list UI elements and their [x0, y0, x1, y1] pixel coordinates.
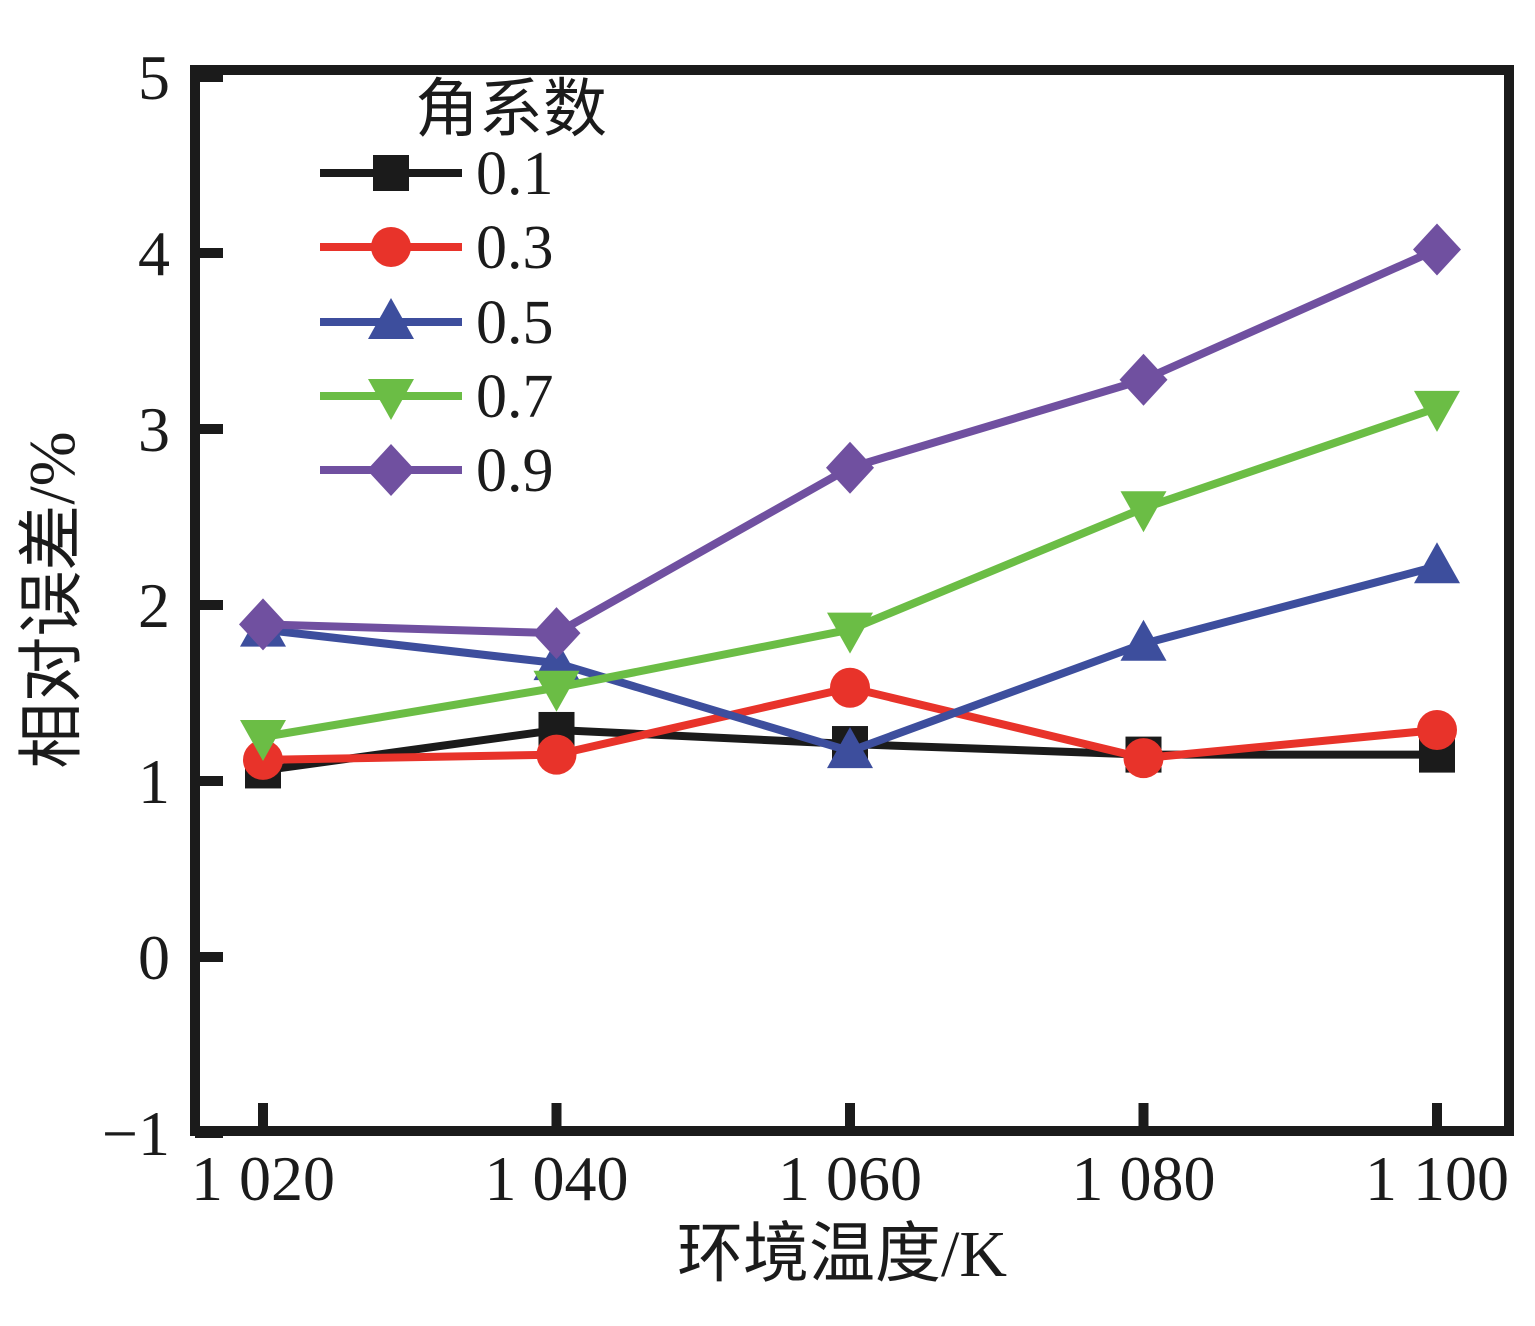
x-tick-label: 1 020	[191, 1143, 335, 1214]
legend-item-0.9: 0.9	[320, 437, 554, 505]
legend-label: 0.7	[476, 363, 554, 431]
series-0.3	[243, 667, 1457, 780]
circle-legend-marker	[371, 227, 411, 267]
circle-data-point-marker	[536, 734, 577, 775]
x-tick-label: 1 040	[485, 1143, 629, 1214]
triangle-down-legend-marker	[368, 379, 414, 420]
y-axis-label: 相对误差/%	[16, 431, 89, 768]
legend-label: 0.9	[476, 437, 554, 505]
legend-item-0.1: 0.1	[320, 140, 554, 208]
x-tick-label: 1 080	[1072, 1143, 1216, 1214]
triangle-up-data-point-marker	[533, 639, 580, 681]
triangle-down-data-point-marker	[1120, 491, 1167, 533]
legend-label: 0.1	[476, 140, 554, 208]
triangle-down-data-point-marker	[533, 670, 580, 712]
circle-data-point-marker	[1123, 738, 1164, 779]
diamond-data-point-marker	[1119, 353, 1168, 406]
y-tick-label: 2	[138, 570, 170, 641]
legend-label: 0.3	[476, 214, 554, 282]
series-0.9	[239, 223, 1461, 660]
x-tick-label: 1 100	[1365, 1143, 1509, 1214]
y-tick-label: 1	[138, 746, 170, 817]
series-0.7	[240, 390, 1460, 761]
triangle-down-data-point-marker	[240, 720, 286, 761]
y-tick-label: 3	[138, 394, 170, 465]
diamond-data-point-marker	[532, 607, 581, 660]
series-line-0.5	[262, 562, 1439, 756]
axes: −1 0 1 2 3 4 5 1 020 1 040 1 060 1 080 1 100	[102, 42, 1509, 1214]
y-tick-label: 4	[138, 218, 170, 289]
square-legend-marker	[373, 155, 409, 191]
legend-item-0.7: 0.7	[320, 363, 554, 431]
legend-item-0.5: 0.5	[320, 289, 554, 357]
x-axis-label: 环境温度/K	[677, 1218, 1007, 1291]
triangle-up-legend-marker	[368, 298, 414, 339]
legend-label: 0.5	[476, 289, 554, 357]
x-tick-label: 1 060	[778, 1143, 922, 1214]
diamond-data-point-marker	[239, 598, 287, 651]
circle-data-point-marker	[830, 667, 870, 708]
diamond-data-point-marker	[826, 441, 874, 494]
circle-data-point-marker	[1417, 709, 1457, 750]
triangle-down-data-point-marker	[827, 612, 873, 654]
series-line-0.9	[262, 245, 1439, 638]
y-tick-label: 0	[138, 922, 170, 993]
legend-item-0.3: 0.3	[320, 214, 554, 282]
plot-border	[190, 65, 1514, 1136]
series-0.5	[240, 542, 1460, 769]
y-tick-label: −1	[102, 1098, 170, 1169]
diamond-legend-marker	[367, 444, 415, 496]
triangle-up-data-point-marker	[827, 727, 873, 769]
legend-title: 角系数	[415, 74, 607, 145]
triangle-down-data-point-marker	[1414, 390, 1460, 432]
triangle-up-data-point-marker	[1414, 542, 1460, 584]
diamond-data-point-marker	[1413, 223, 1461, 276]
y-tick-label: 5	[138, 42, 170, 113]
triangle-up-data-point-marker	[1120, 619, 1167, 661]
